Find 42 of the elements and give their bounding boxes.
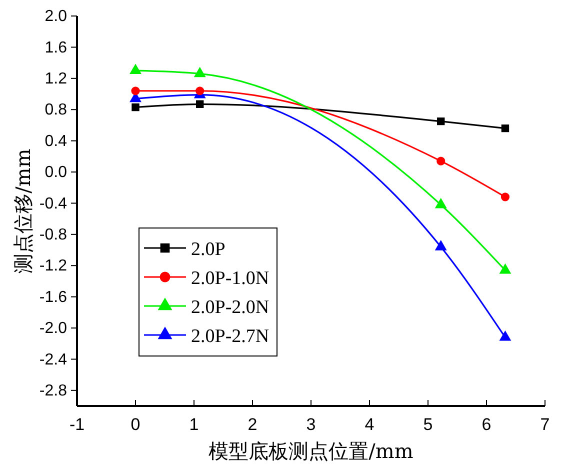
point <box>436 156 446 166</box>
legend-label: 2.0P-2.0N <box>191 297 270 318</box>
y-tick-label: 1.2 <box>44 70 68 88</box>
point <box>435 198 446 208</box>
y-tick-label: -2.0 <box>39 320 68 338</box>
point <box>196 100 204 108</box>
y-tick-label: -0.8 <box>39 226 68 244</box>
x-tick-label: 0 <box>130 415 140 434</box>
y-tick-label: 0.0 <box>44 164 68 182</box>
legend-label: 2.0P <box>191 239 226 260</box>
point <box>130 64 142 74</box>
x-tick-label: 7 <box>540 415 550 434</box>
y-tick-label: 2.0 <box>44 8 68 26</box>
y-tick-label: 1.6 <box>44 39 68 56</box>
y-tick-label: -1.2 <box>39 258 68 275</box>
legend-label: 2.0P-1.0N <box>191 268 270 289</box>
x-tick-label: 3 <box>306 415 316 434</box>
point <box>131 86 140 96</box>
point <box>500 264 511 274</box>
y-tick-label: -1.6 <box>39 288 68 306</box>
y-axis-title: 测点位移/mm <box>11 148 35 274</box>
point <box>500 192 510 202</box>
y-tick-label: 0.4 <box>44 132 68 150</box>
y-tick-label: -0.4 <box>39 195 68 212</box>
y-tick-label: -2.8 <box>39 382 68 400</box>
point <box>132 103 140 112</box>
x-tick-label: 4 <box>364 415 374 434</box>
x-tick-label: -1 <box>69 415 85 434</box>
point <box>500 330 511 341</box>
x-tick-label: 5 <box>423 415 433 434</box>
x-tick-label: 2 <box>248 415 258 434</box>
y-tick-label: -2.4 <box>39 351 68 368</box>
point <box>196 86 204 96</box>
point <box>501 124 510 132</box>
x-tick-label: 1 <box>189 415 199 434</box>
x-tick-label: 6 <box>482 415 492 434</box>
point <box>437 117 445 126</box>
x-axis-title: 模型底板测点位置/mm <box>208 439 414 463</box>
legend-label: 2.0P-2.7N <box>191 326 270 347</box>
point <box>194 67 206 78</box>
point <box>435 240 446 250</box>
y-tick-label: 0.8 <box>44 102 68 119</box>
